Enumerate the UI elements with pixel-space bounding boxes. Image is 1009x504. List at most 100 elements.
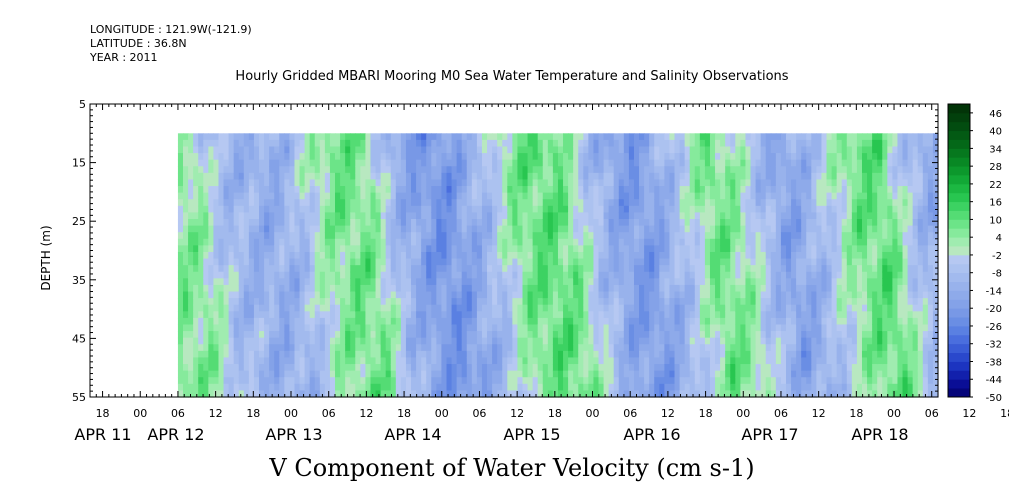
heatmap-cell <box>223 245 230 253</box>
heatmap-cell <box>547 179 554 187</box>
heatmap-cell <box>203 159 209 167</box>
heatmap-cell <box>613 219 620 227</box>
heatmap-cell <box>198 245 204 253</box>
heatmap-cell <box>304 245 311 253</box>
heatmap-cell <box>416 370 422 378</box>
heatmap-cell <box>340 225 346 233</box>
heatmap-cell <box>583 146 589 154</box>
heatmap-cell <box>547 331 554 339</box>
heatmap-cell <box>674 225 681 233</box>
heatmap-cell <box>451 291 458 299</box>
heatmap-cell <box>304 166 311 174</box>
heatmap-cell <box>193 219 199 227</box>
heatmap-cell <box>375 232 382 240</box>
heatmap-cell <box>618 383 625 391</box>
heatmap-cell <box>552 205 559 214</box>
heatmap-cell <box>400 199 407 207</box>
heatmap-cell <box>198 139 204 148</box>
heatmap-cell <box>603 219 610 227</box>
heatmap-cell <box>547 324 554 332</box>
heatmap-cell <box>456 133 463 141</box>
heatmap-cell <box>319 258 326 266</box>
heatmap-cell <box>441 284 448 293</box>
heatmap-cell <box>441 304 448 312</box>
heatmap-cell <box>704 298 711 306</box>
heatmap-cell <box>400 245 407 253</box>
heatmap-cell <box>340 258 346 266</box>
heatmap-cell <box>725 186 731 194</box>
heatmap-cell <box>780 258 787 266</box>
heatmap-cell <box>487 166 493 174</box>
heatmap-cell <box>709 350 716 359</box>
heatmap-cell <box>760 304 767 312</box>
heatmap-cell <box>588 284 595 293</box>
heatmap-cell <box>193 245 199 253</box>
heatmap-cell <box>380 186 387 194</box>
heatmap-cell <box>426 265 432 273</box>
heatmap-cell <box>623 159 630 167</box>
heatmap-cell <box>345 258 351 266</box>
heatmap-cell <box>633 159 640 167</box>
heatmap-cell <box>674 186 681 194</box>
heatmap-cell <box>704 383 711 391</box>
heatmap-cell <box>487 337 493 345</box>
heatmap-cell <box>603 258 610 266</box>
heatmap-cell <box>557 238 564 246</box>
heatmap-cell <box>796 364 802 372</box>
heatmap-cell <box>390 317 397 326</box>
heatmap-cell <box>563 337 569 345</box>
heatmap-cell <box>583 370 589 378</box>
heatmap-cell <box>476 364 483 372</box>
heatmap-cell <box>243 172 250 181</box>
heatmap-cell <box>476 304 483 312</box>
heatmap-cell <box>238 186 245 194</box>
heatmap-cell <box>806 344 812 352</box>
heatmap-cell <box>699 186 706 194</box>
heatmap-cell <box>573 251 579 260</box>
heatmap-cell <box>264 377 270 385</box>
heatmap-cell <box>264 166 270 174</box>
heatmap-cell <box>380 278 387 286</box>
heatmap-cell <box>177 331 184 339</box>
heatmap-cell <box>522 172 529 181</box>
heatmap-cell <box>481 212 488 220</box>
heatmap-cell <box>431 284 437 293</box>
heatmap-cell <box>421 219 427 227</box>
heatmap-cell <box>745 350 752 359</box>
heatmap-cell <box>512 258 519 266</box>
heatmap-cell <box>644 192 650 200</box>
heatmap-cell <box>492 139 498 148</box>
heatmap-cell <box>340 271 346 279</box>
heatmap-cell <box>639 390 645 398</box>
heatmap-cell <box>456 383 463 391</box>
heatmap-cell <box>304 364 311 372</box>
heatmap-cell <box>542 225 549 233</box>
heatmap-cell <box>253 133 260 141</box>
heatmap-cell <box>552 344 559 352</box>
heatmap-cell <box>755 383 762 391</box>
heatmap-cell <box>664 205 671 214</box>
heatmap-cell <box>770 172 777 181</box>
heatmap-cell <box>588 245 595 253</box>
heatmap-cell <box>405 298 412 306</box>
heatmap-cell <box>233 370 240 378</box>
heatmap-cell <box>259 265 265 273</box>
heatmap-cell <box>674 304 681 312</box>
heatmap-cell <box>527 383 534 391</box>
heatmap-cell <box>517 344 524 352</box>
heatmap-cell <box>481 278 488 286</box>
heatmap-cell <box>780 172 787 181</box>
heatmap-cell <box>223 324 230 332</box>
heatmap-cell <box>730 199 736 207</box>
heatmap-cell <box>446 205 453 214</box>
heatmap-cell <box>177 159 184 167</box>
heatmap-cell <box>370 278 377 286</box>
heatmap-cell <box>578 232 584 240</box>
heatmap-cell <box>289 350 296 359</box>
heatmap-cell <box>608 172 615 181</box>
heatmap-cell <box>780 337 787 345</box>
heatmap-cell <box>537 350 544 359</box>
heatmap-cell <box>740 265 747 273</box>
heatmap-cell <box>451 166 458 174</box>
heatmap-cell <box>319 370 326 378</box>
